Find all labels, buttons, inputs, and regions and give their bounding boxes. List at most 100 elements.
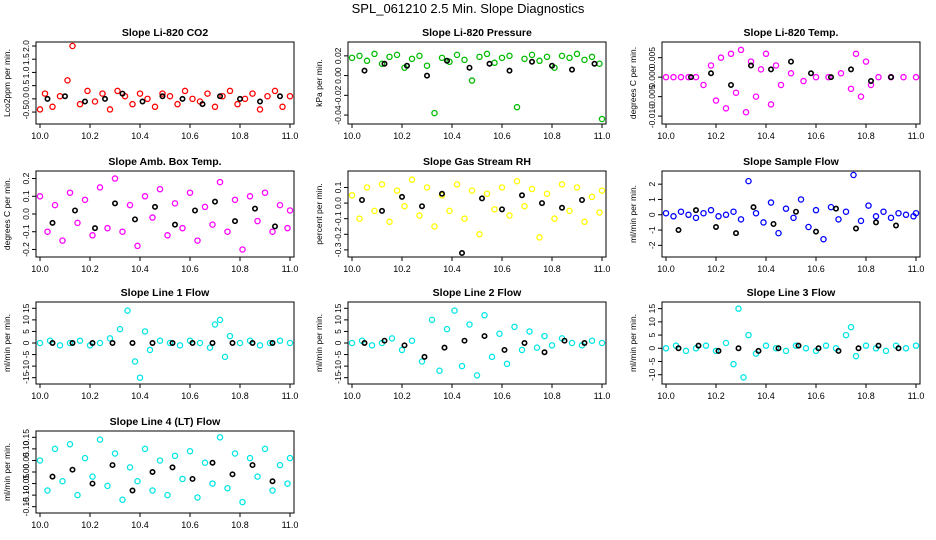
slope-series <box>36 42 294 113</box>
x-tick-label: 10.4 <box>131 391 149 401</box>
y-tick-label: 0.005 <box>647 47 657 69</box>
reference-point <box>695 342 702 349</box>
data-point <box>598 115 606 123</box>
data-point <box>677 73 685 81</box>
data-point <box>408 176 416 183</box>
data-point <box>276 461 284 469</box>
data-point <box>702 342 710 349</box>
reference-point <box>578 196 585 203</box>
y-axis-label: ml/min per min. <box>2 314 12 372</box>
x-tick-label: 10.8 <box>231 520 249 530</box>
slope-series <box>662 305 920 381</box>
data-point <box>662 345 670 352</box>
data-point <box>279 103 286 111</box>
x-tick-label: 11.0 <box>282 391 299 401</box>
x-tick-label: 10.8 <box>543 131 561 141</box>
reference-point <box>109 339 116 346</box>
data-point <box>797 196 805 203</box>
reference-point <box>812 228 819 235</box>
y-axis-label: Lco2ppm per min. <box>2 49 12 117</box>
data-point <box>588 337 596 344</box>
data-point <box>271 87 279 95</box>
y-axis-label: ml/min per min. <box>628 314 638 372</box>
y-tick-label: 0.05 <box>21 452 31 469</box>
reference-point <box>855 345 862 352</box>
data-point <box>171 200 179 207</box>
data-point <box>181 87 189 95</box>
data-point <box>41 90 49 97</box>
x-tick-label: 10.6 <box>807 391 825 401</box>
data-point <box>59 237 66 244</box>
data-point <box>261 189 269 196</box>
x-tick-label: 10.4 <box>131 264 149 274</box>
reference-point <box>750 204 757 211</box>
data-point <box>371 207 378 215</box>
reference-point <box>189 475 196 482</box>
data-point <box>882 347 890 355</box>
y-tick-label: 10 <box>333 315 343 325</box>
y-tick-label: -0.02 <box>333 85 343 105</box>
data-point <box>89 473 96 480</box>
data-point <box>408 337 416 344</box>
data-point <box>74 219 81 227</box>
data-point <box>847 85 855 93</box>
y-axis-label: degrees C per min. <box>628 47 638 119</box>
reference-point <box>466 64 473 71</box>
chart-panel-3: Slope Li-820 Temp. 10.0 10.2 10.4 10.6 10.8 11… <box>628 27 924 141</box>
data-point <box>66 189 74 196</box>
data-point <box>506 212 513 219</box>
reference-point <box>692 207 699 214</box>
plot-frame <box>661 170 921 258</box>
data-point <box>171 452 179 460</box>
data-point <box>436 367 443 374</box>
data-point <box>581 218 588 226</box>
plot-frame <box>35 41 295 125</box>
plot-frame <box>661 301 921 385</box>
data-point <box>481 311 488 319</box>
reference-point <box>89 339 96 346</box>
data-point <box>476 231 483 238</box>
data-point <box>156 457 164 464</box>
data-point <box>124 307 131 314</box>
data-point <box>216 178 224 186</box>
y-tick-label: 0.00 <box>333 67 343 84</box>
reference-point <box>568 66 575 73</box>
reference-series <box>675 204 899 237</box>
data-point <box>677 208 685 215</box>
x-tick-label: 10.2 <box>81 131 99 141</box>
chart-title: Slope Gas Stream RH <box>423 156 531 168</box>
data-point <box>416 212 423 219</box>
y-tick-label: -0.10 <box>21 485 31 505</box>
data-point <box>872 213 880 220</box>
data-point <box>254 217 261 225</box>
slope-series <box>348 50 606 123</box>
data-point <box>900 73 907 81</box>
reference-point <box>458 250 465 257</box>
data-point <box>166 339 174 347</box>
reference-point <box>358 196 365 203</box>
y-tick-label: 5 <box>647 332 657 337</box>
reference-point <box>72 207 79 214</box>
y-tick-label: 0 <box>333 340 343 345</box>
reference-point <box>518 192 525 199</box>
reference-point <box>418 203 425 210</box>
reference-point <box>271 223 278 230</box>
reference-point <box>770 220 777 227</box>
reference-point <box>361 339 368 346</box>
data-point <box>862 342 870 349</box>
reference-point <box>229 339 236 346</box>
data-point <box>548 342 556 349</box>
x-tick-label: 10.0 <box>343 391 361 401</box>
data-point <box>443 325 451 333</box>
y-tick-label: 0.0 <box>333 197 343 209</box>
data-point <box>116 325 124 333</box>
data-point <box>249 90 256 97</box>
data-point <box>491 59 498 67</box>
data-point <box>363 57 371 65</box>
x-tick-label: 10.0 <box>657 131 675 141</box>
data-point <box>670 73 677 81</box>
data-point <box>700 209 707 217</box>
data-point <box>146 346 154 354</box>
data-point <box>36 106 44 113</box>
data-point <box>822 342 830 349</box>
